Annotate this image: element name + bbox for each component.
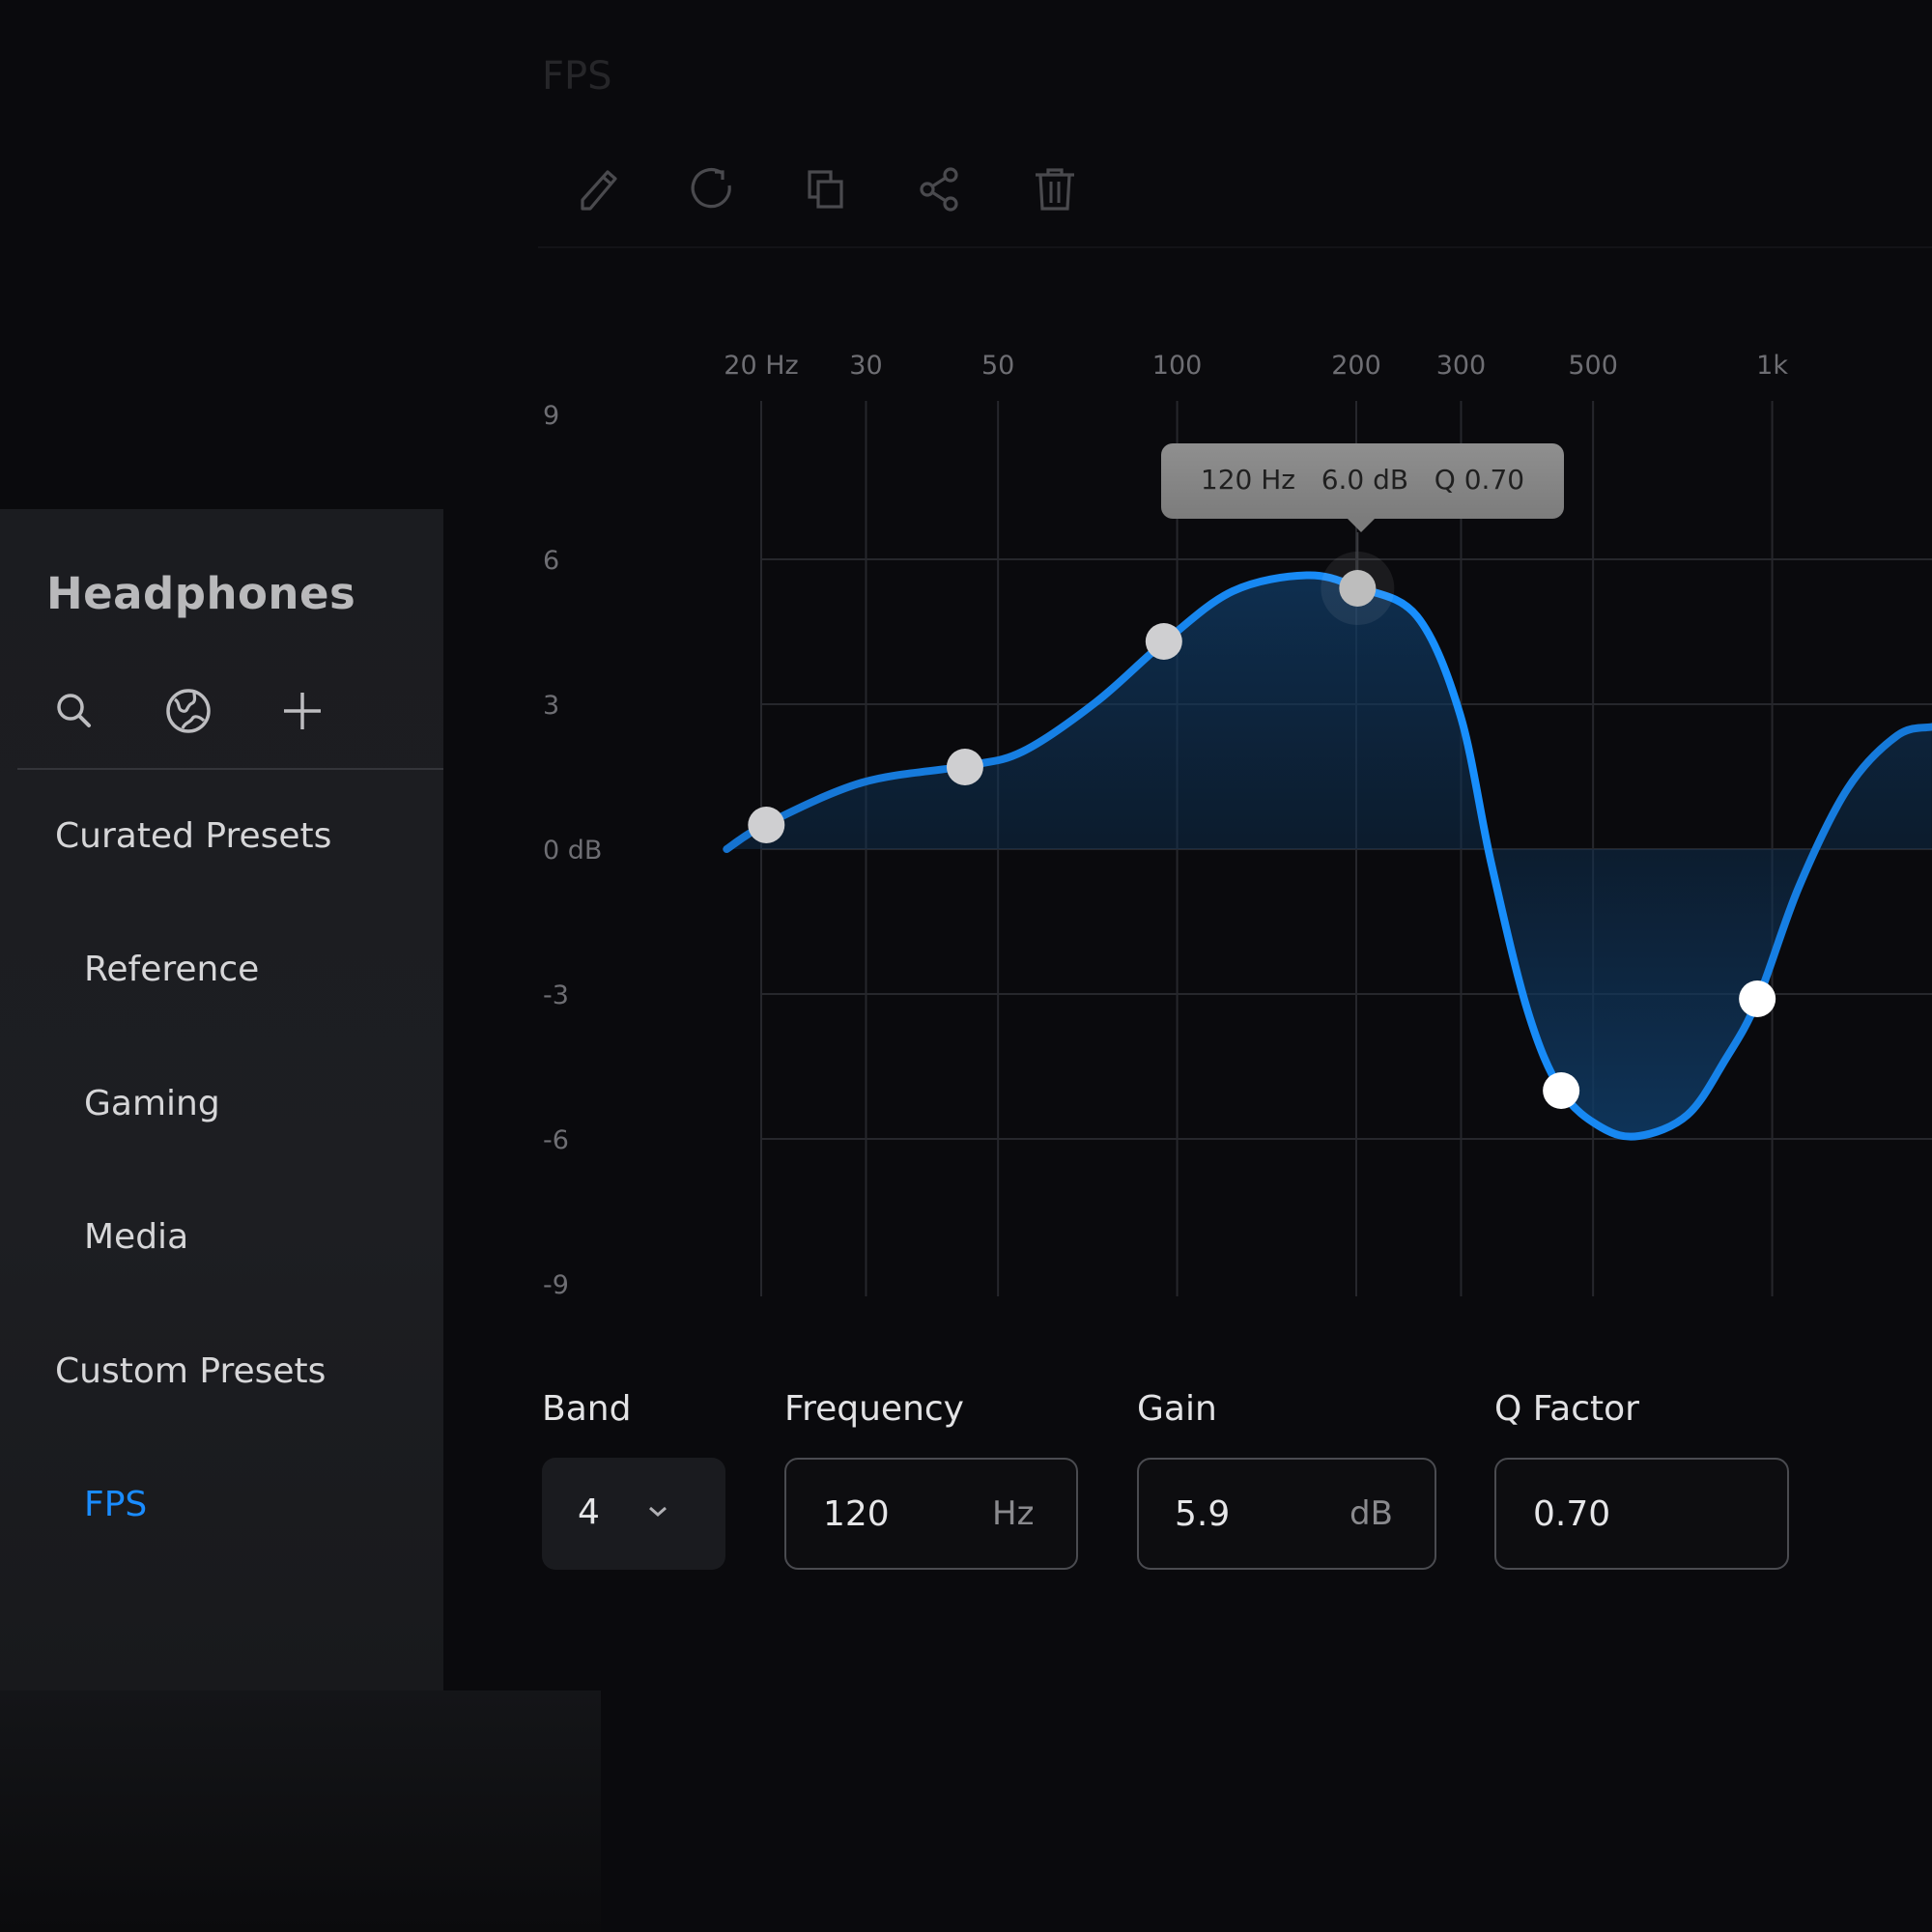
- toolbar-divider: [538, 246, 1932, 248]
- band-handle-1[interactable]: [748, 807, 785, 843]
- globe-icon[interactable]: [165, 688, 212, 734]
- plus-icon[interactable]: [279, 688, 326, 734]
- x-tick-label: 500: [1568, 351, 1618, 381]
- x-tick-label: 30: [849, 351, 882, 381]
- band-handle-4[interactable]: [1339, 570, 1377, 607]
- share-icon[interactable]: [915, 164, 965, 214]
- band-handle-5[interactable]: [1543, 1072, 1580, 1109]
- gain-unit: dB: [1350, 1494, 1393, 1533]
- sidebar: [0, 509, 443, 1690]
- sidebar-group-custom-presets[interactable]: Custom Presets: [55, 1351, 327, 1391]
- band-select[interactable]: 4: [542, 1458, 725, 1570]
- band-handle-3[interactable]: [1145, 623, 1182, 660]
- gain-input[interactable]: 5.9 dB: [1137, 1458, 1436, 1570]
- device-title: Headphones: [46, 568, 356, 619]
- sidebar-item-media[interactable]: Media: [84, 1217, 189, 1257]
- search-icon[interactable]: [51, 688, 98, 734]
- band-value: 4: [578, 1492, 600, 1532]
- x-tick-label: 200: [1331, 351, 1381, 381]
- frequency-value: 120: [823, 1494, 890, 1534]
- duplicate-icon[interactable]: [801, 164, 851, 214]
- band-label: Band: [542, 1389, 632, 1429]
- gain-value: 5.9: [1175, 1494, 1231, 1534]
- y-tick-label: -3: [543, 980, 569, 1010]
- band-handle-2[interactable]: [946, 749, 983, 785]
- x-tick-label: 1k: [1756, 351, 1788, 381]
- y-tick-label: 9: [543, 401, 559, 431]
- tooltip-arrow: [1347, 518, 1376, 532]
- preset-title: FPS: [542, 54, 612, 99]
- band-tooltip: 120 Hz 6.0 dB Q 0.70: [1161, 443, 1564, 519]
- y-tick-label: 6: [543, 546, 559, 576]
- frequency-unit: Hz: [992, 1494, 1035, 1533]
- reset-icon[interactable]: [687, 164, 737, 214]
- y-tick-label: 0 dB: [543, 836, 602, 866]
- gain-label: Gain: [1137, 1389, 1217, 1429]
- curve-fill-positive: [726, 575, 1932, 849]
- x-tick-label: 50: [981, 351, 1014, 381]
- q-factor-input[interactable]: 0.70: [1494, 1458, 1789, 1570]
- frequency-label: Frequency: [784, 1389, 964, 1429]
- y-tick-label: -6: [543, 1125, 569, 1155]
- frequency-input[interactable]: 120 Hz: [784, 1458, 1078, 1570]
- band-handle-6[interactable]: [1739, 980, 1776, 1017]
- sidebar-group-curated-presets[interactable]: Curated Presets: [55, 816, 332, 856]
- x-tick-label: 300: [1436, 351, 1487, 381]
- curve-fill-negative: [726, 849, 1932, 1137]
- y-tick-label: 3: [543, 691, 559, 721]
- sidebar-footer: [0, 1690, 601, 1932]
- sidebar-divider: [17, 768, 443, 770]
- q-factor-value: 0.70: [1533, 1494, 1611, 1534]
- pencil-icon[interactable]: [573, 164, 623, 214]
- q-factor-label: Q Factor: [1494, 1389, 1639, 1429]
- tooltip-text: 120 Hz 6.0 dB Q 0.70: [1200, 464, 1525, 496]
- y-tick-label: -9: [543, 1270, 569, 1300]
- x-tick-label: 100: [1152, 351, 1203, 381]
- sidebar-item-reference[interactable]: Reference: [84, 950, 260, 989]
- chevron-down-icon: [649, 1506, 667, 1517]
- sidebar-item-gaming[interactable]: Gaming: [84, 1084, 220, 1123]
- trash-icon[interactable]: [1030, 164, 1080, 214]
- x-tick-label: 20 Hz: [724, 351, 798, 381]
- sidebar-item-fps[interactable]: FPS: [84, 1485, 148, 1524]
